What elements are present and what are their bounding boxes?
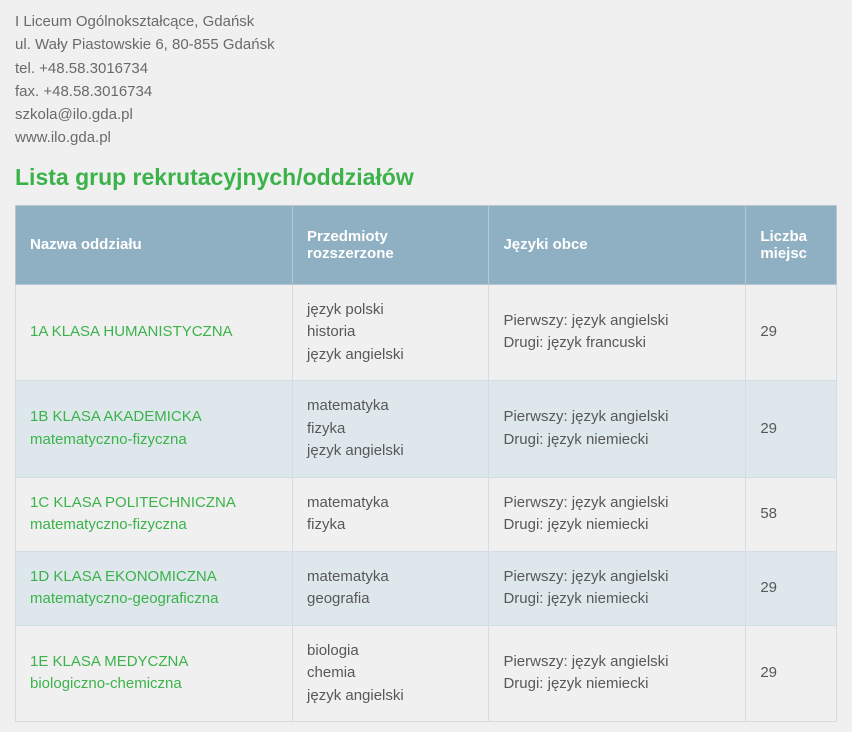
class-subtitle: biologiczno-chemiczna: [30, 673, 278, 696]
class-subtitle: matematyczno-fizyczna: [30, 429, 278, 452]
class-link[interactable]: 1C KLASA POLITECHNICZNA: [30, 494, 236, 511]
class-link[interactable]: 1E KLASA MEDYCZNA: [30, 653, 188, 670]
groups-table: Nazwa oddziału Przedmioty rozszerzone Ję…: [15, 205, 837, 723]
table-row: 1C KLASA POLITECHNICZNA matematyczno-fizy…: [16, 477, 837, 551]
subjects-cell: biologiachemiajęzyk angielski: [293, 625, 489, 722]
school-www: www.ilo.gda.pl: [15, 126, 837, 149]
table-row: 1A KLASA HUMANISTYCZNA język polskihistor…: [16, 284, 837, 381]
col-header-subjects: Przedmioty rozszerzone: [293, 205, 489, 284]
seats-cell: 29: [746, 284, 837, 381]
class-name-cell: 1A KLASA HUMANISTYCZNA: [16, 284, 293, 381]
school-email: szkola@ilo.gda.pl: [15, 103, 837, 126]
col-header-languages: Języki obce: [489, 205, 746, 284]
col-header-name: Nazwa oddziału: [16, 205, 293, 284]
class-name-cell: 1B KLASA AKADEMICKA matematyczno-fizyczna: [16, 381, 293, 478]
school-tel: tel. +48.58.3016734: [15, 57, 837, 80]
class-subtitle: matematyczno-geograficzna: [30, 588, 278, 611]
subjects-cell: język polskihistoriajęzyk angielski: [293, 284, 489, 381]
subjects-cell: matematykafizyka: [293, 477, 489, 551]
class-name-cell: 1E KLASA MEDYCZNA biologiczno-chemiczna: [16, 625, 293, 722]
class-link[interactable]: 1A KLASA HUMANISTYCZNA: [30, 323, 233, 340]
languages-cell: Pierwszy: język angielskiDrugi: język ni…: [489, 381, 746, 478]
table-row: 1E KLASA MEDYCZNA biologiczno-chemiczna bi…: [16, 625, 837, 722]
school-fax: fax. +48.58.3016734: [15, 80, 837, 103]
languages-cell: Pierwszy: język angielskiDrugi: język fr…: [489, 284, 746, 381]
class-name-cell: 1D KLASA EKONOMICZNA matematyczno-geograf…: [16, 551, 293, 625]
groups-heading: Lista grup rekrutacyjnych/oddziałów: [15, 164, 837, 191]
languages-cell: Pierwszy: język angielskiDrugi: język ni…: [489, 625, 746, 722]
class-name-cell: 1C KLASA POLITECHNICZNA matematyczno-fizy…: [16, 477, 293, 551]
seats-cell: 58: [746, 477, 837, 551]
seats-cell: 29: [746, 551, 837, 625]
class-link[interactable]: 1B KLASA AKADEMICKA: [30, 408, 202, 425]
seats-cell: 29: [746, 625, 837, 722]
class-subtitle: matematyczno-fizyczna: [30, 514, 278, 537]
subjects-cell: matematykafizykajęzyk angielski: [293, 381, 489, 478]
seats-cell: 29: [746, 381, 837, 478]
subjects-cell: matematykageografia: [293, 551, 489, 625]
languages-cell: Pierwszy: język angielskiDrugi: język ni…: [489, 551, 746, 625]
table-row: 1B KLASA AKADEMICKA matematyczno-fizyczna…: [16, 381, 837, 478]
table-row: 1D KLASA EKONOMICZNA matematyczno-geograf…: [16, 551, 837, 625]
school-address: ul. Wały Piastowskie 6, 80-855 Gdańsk: [15, 33, 837, 56]
col-header-seats: Liczba miejsc: [746, 205, 837, 284]
school-name: I Liceum Ogólnokształcące, Gdańsk: [15, 10, 837, 33]
languages-cell: Pierwszy: język angielskiDrugi: język ni…: [489, 477, 746, 551]
class-link[interactable]: 1D KLASA EKONOMICZNA: [30, 568, 217, 585]
school-contact: I Liceum Ogólnokształcące, Gdańsk ul. Wa…: [15, 10, 837, 150]
